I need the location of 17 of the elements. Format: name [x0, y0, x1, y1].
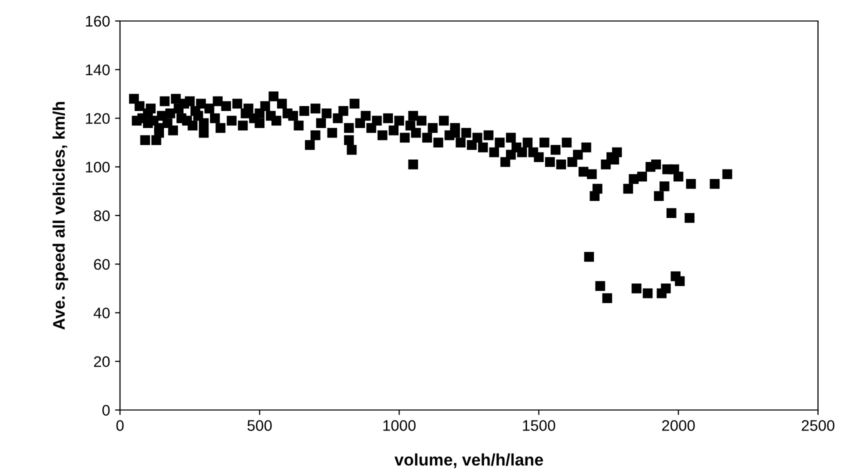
y-tick-label: 0 — [102, 404, 110, 416]
x-tick-label: 2000 — [662, 420, 695, 431]
y-tick-label: 60 — [94, 258, 110, 270]
y-tick-label: 120 — [86, 113, 110, 124]
y-tick-label: 160 — [86, 16, 110, 27]
y-axis-title: Ave. speed all vehicles, km/h — [52, 102, 68, 330]
x-tick-label: 1500 — [522, 420, 556, 431]
x-tick-label: 1000 — [383, 420, 416, 431]
y-tick-label: 80 — [94, 210, 110, 222]
y-tick-label: 20 — [94, 356, 110, 368]
x-tick-label: 2500 — [802, 420, 834, 431]
x-tick-label: 0 — [116, 420, 124, 431]
y-tick-label: 40 — [94, 308, 110, 318]
x-axis-title: volume, veh/h/lane — [394, 453, 543, 468]
x-tick-label: 500 — [247, 420, 272, 431]
y-tick-label: 100 — [86, 162, 110, 173]
y-tick-label: 140 — [86, 64, 110, 76]
